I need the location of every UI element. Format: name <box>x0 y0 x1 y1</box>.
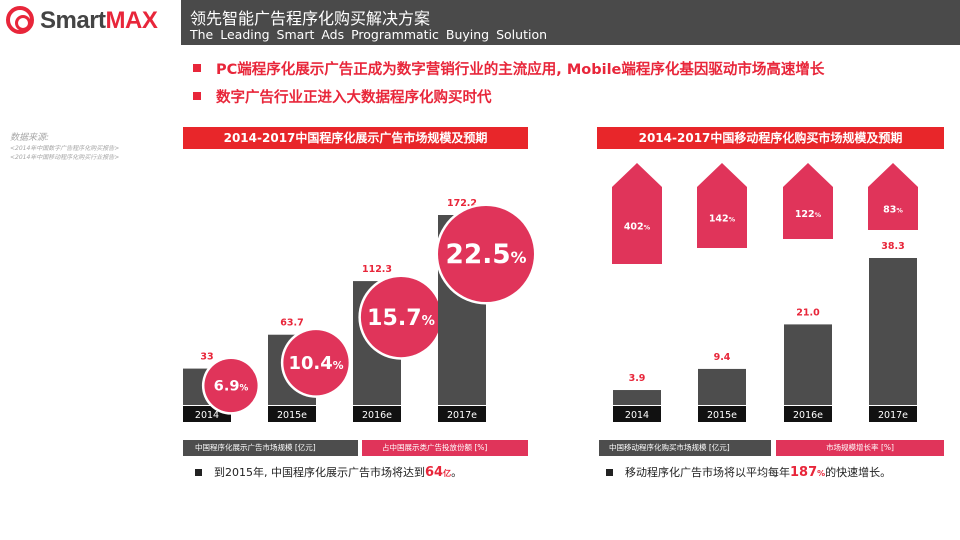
logo-ring-icon <box>6 6 34 34</box>
bullet-2: 数字广告行业正进入大数据程序化购买时代 <box>193 86 492 107</box>
bar-value-label: 63.7 <box>280 318 303 329</box>
source-item: <2014年中国数字广告程序化购买报告> <box>10 145 120 152</box>
growth-badge <box>783 163 833 239</box>
bar-value-label: 38.3 <box>881 241 904 252</box>
chart-1-title: 2014-2017中国程序化展示广告市场规模及预期 <box>183 127 528 149</box>
bar <box>698 368 746 405</box>
footnote-chart-2: 移动程序化广告市场将以平均每年187%的快速增长。 <box>606 464 891 480</box>
legend-chart-1-size: 中国程序化展示广告市场规模 [亿元] <box>183 440 358 456</box>
bullet-square-icon <box>193 92 201 100</box>
bar-value-label: 112.3 <box>362 264 392 275</box>
header-bar <box>181 0 960 45</box>
data-source: 数据来源: <2014年中国数字广告程序化购买报告> <2014年中国移动程序化… <box>10 132 119 162</box>
category-tick-box <box>698 406 746 422</box>
bar-value-label: 3.9 <box>629 373 646 384</box>
share-bubble <box>438 206 534 302</box>
footnote-square-icon <box>195 468 202 476</box>
growth-badge-label: 83% <box>883 205 903 216</box>
legend-chart-1-share: 占中国展示类广告投放份额 [%] <box>362 440 528 456</box>
smartmax-logo: SmartMAX <box>6 6 176 42</box>
category-tick-box <box>784 406 832 422</box>
growth-badge <box>612 163 662 264</box>
legend-chart-2-size: 中国移动程序化购买市场规模 [亿元] <box>599 440 771 456</box>
category-tick-box <box>869 406 917 422</box>
category-tick-label: 2017e <box>878 410 908 421</box>
source-item: <2014年中国移动程序化购买行业报告> <box>10 154 120 161</box>
growth-badge-label: 142% <box>709 214 736 225</box>
bullet-square-icon <box>193 64 201 72</box>
category-tick-label: 2014 <box>625 410 649 421</box>
share-bubble <box>204 359 258 413</box>
category-tick-label: 2015e <box>277 410 307 421</box>
category-tick-label: 2014 <box>195 410 219 421</box>
category-tick-label: 2017e <box>447 410 477 421</box>
page-title: 领先智能广告程序化购买解决方案 <box>190 9 431 28</box>
share-bubble <box>283 330 349 396</box>
footnote-square-icon <box>606 468 613 476</box>
share-bubble-label: 10.4% <box>288 353 343 374</box>
logo-text: SmartMAX <box>40 7 158 34</box>
growth-badge <box>868 163 918 230</box>
chart-2-title: 2014-2017中国移动程序化购买市场规模及预期 <box>597 127 944 149</box>
legend-chart-2-growth: 市场规模增长率 [%] <box>776 440 944 456</box>
category-tick-label: 2015e <box>707 410 737 421</box>
category-tick-label: 2016e <box>793 410 823 421</box>
bar-value-label: 33 <box>200 352 213 363</box>
category-tick-box <box>353 406 401 422</box>
bar <box>613 390 661 405</box>
page-subtitle: The Leading Smart Ads Programmatic Buyin… <box>190 27 548 42</box>
bar-value-label: 21.0 <box>796 307 820 318</box>
bullet-1: PC端程序化展示广告正成为数字营销行业的主流应用, Mobile端程序化基因驱动… <box>193 58 824 79</box>
bar-value-label: 172.2 <box>447 198 477 209</box>
category-tick-box <box>268 406 316 422</box>
category-tick-label: 2016e <box>362 410 392 421</box>
bar <box>869 258 917 405</box>
bar-value-label: 9.4 <box>714 352 731 363</box>
source-label: 数据来源: <box>10 133 50 143</box>
bar <box>784 324 832 405</box>
growth-badge-label: 122% <box>795 209 822 220</box>
share-bubble <box>360 276 442 358</box>
category-tick-box <box>613 406 661 422</box>
growth-badge-label: 402% <box>624 222 651 233</box>
growth-badge <box>697 163 747 248</box>
category-tick-box <box>438 406 486 422</box>
footnote-chart-1: 到2015年, 中国程序化展示广告市场将达到64亿。 <box>195 464 462 480</box>
